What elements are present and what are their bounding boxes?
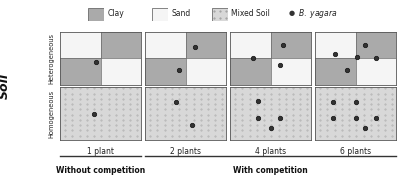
Bar <box>186 32 226 58</box>
Text: 2 plants: 2 plants <box>170 147 201 156</box>
Bar <box>270 58 311 84</box>
Text: Soil: Soil <box>0 73 11 99</box>
Bar <box>146 32 186 58</box>
Text: 4 plants: 4 plants <box>255 147 286 156</box>
Text: Mixed Soil: Mixed Soil <box>231 9 270 18</box>
Bar <box>100 58 141 84</box>
Bar <box>230 58 270 84</box>
Bar <box>356 58 396 84</box>
Bar <box>186 58 226 84</box>
Text: $\it{B.\ yagara}$: $\it{B.\ yagara}$ <box>298 7 338 20</box>
Bar <box>60 32 100 58</box>
Text: Homogeneous: Homogeneous <box>48 90 54 138</box>
Text: 6 plants: 6 plants <box>340 147 371 156</box>
Text: Sand: Sand <box>171 9 190 18</box>
Bar <box>315 32 356 58</box>
Text: Clay: Clay <box>107 9 124 18</box>
Bar <box>146 58 186 84</box>
Bar <box>60 58 100 84</box>
Text: With competition: With competition <box>233 166 308 175</box>
Text: ●: ● <box>289 10 295 16</box>
Bar <box>270 32 311 58</box>
Text: 1 plant: 1 plant <box>87 147 114 156</box>
Bar <box>100 32 141 58</box>
Text: Without competition: Without competition <box>56 166 145 175</box>
Bar <box>230 32 270 58</box>
Text: Heterogeneous: Heterogeneous <box>48 33 54 84</box>
Bar <box>315 58 356 84</box>
Bar <box>356 32 396 58</box>
